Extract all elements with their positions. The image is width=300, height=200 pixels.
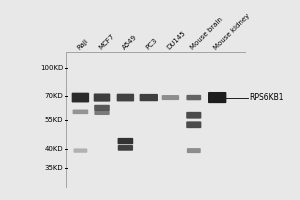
FancyBboxPatch shape (74, 148, 87, 153)
Text: RPS6KB1: RPS6KB1 (249, 93, 284, 102)
Text: DU145: DU145 (166, 30, 187, 51)
Text: A549: A549 (121, 34, 138, 51)
FancyBboxPatch shape (118, 145, 133, 151)
FancyBboxPatch shape (187, 148, 201, 153)
FancyBboxPatch shape (118, 138, 133, 144)
Text: Raji: Raji (76, 38, 89, 51)
Text: MCF7: MCF7 (98, 33, 116, 51)
FancyBboxPatch shape (162, 95, 179, 100)
FancyBboxPatch shape (186, 121, 201, 128)
Text: Mouse brain: Mouse brain (190, 16, 224, 51)
FancyBboxPatch shape (72, 93, 89, 102)
Text: 55KD: 55KD (44, 117, 63, 123)
Text: 100KD: 100KD (40, 65, 63, 71)
Text: PC3: PC3 (145, 37, 158, 51)
FancyBboxPatch shape (186, 112, 201, 119)
FancyBboxPatch shape (73, 110, 88, 114)
FancyBboxPatch shape (140, 94, 158, 101)
Text: 35KD: 35KD (44, 165, 63, 171)
Text: Mouse kidney: Mouse kidney (213, 13, 251, 51)
FancyBboxPatch shape (186, 95, 201, 100)
FancyBboxPatch shape (208, 92, 226, 103)
Text: 70KD: 70KD (44, 93, 63, 99)
FancyBboxPatch shape (117, 94, 134, 101)
Text: 40KD: 40KD (44, 146, 63, 152)
FancyBboxPatch shape (94, 105, 110, 111)
FancyBboxPatch shape (94, 93, 110, 102)
FancyBboxPatch shape (94, 110, 110, 115)
